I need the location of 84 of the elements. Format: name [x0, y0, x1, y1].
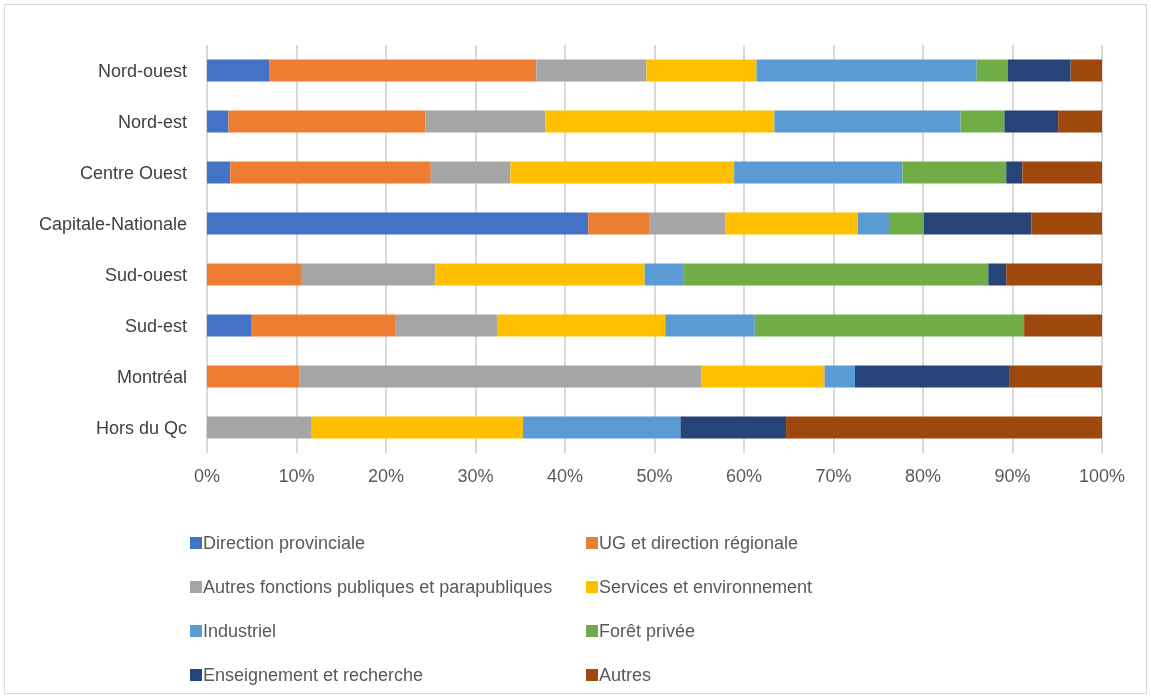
bar: [1004, 110, 1059, 133]
bar: [786, 416, 1102, 439]
bar: [701, 365, 825, 388]
bar: [435, 263, 645, 286]
x-tick-label: 100%: [1078, 466, 1126, 486]
bar: [976, 59, 1009, 82]
x-tick-label: 10%: [278, 466, 315, 486]
bar: [988, 263, 1007, 286]
bar: [207, 314, 252, 337]
bar: [923, 212, 1032, 235]
bar: [269, 59, 537, 82]
legend-label: Autres: [599, 665, 652, 685]
x-tick-label: 20%: [367, 466, 405, 486]
x-tick-label: 90%: [994, 466, 1031, 486]
bar: [857, 212, 889, 235]
x-tick-label: 70%: [815, 466, 852, 486]
bar: [644, 263, 684, 286]
bar: [1024, 314, 1102, 337]
bar: [1022, 161, 1102, 184]
bar: [960, 110, 1005, 133]
bar: [725, 212, 858, 235]
x-tick-label: 50%: [636, 466, 673, 486]
x-tick-label: 30%: [457, 466, 494, 486]
bar: [665, 314, 755, 337]
bar: [1006, 263, 1102, 286]
bar: [207, 365, 300, 388]
bar: [425, 110, 546, 133]
y-tick-label: Nord-est: [117, 111, 187, 132]
bar: [888, 212, 924, 235]
y-tick-label: Hors du Qc: [95, 417, 187, 438]
bar: [680, 416, 787, 439]
bar: [545, 110, 775, 133]
bar: [430, 161, 511, 184]
legend-label: Direction provinciale: [203, 533, 366, 553]
bar: [522, 416, 681, 439]
bar: [1031, 212, 1102, 235]
y-tick-label: Centre Ouest: [79, 162, 187, 183]
legend-label: UG et direction régionale: [599, 533, 799, 553]
bar: [207, 212, 589, 235]
bar: [251, 314, 396, 337]
bar: [824, 365, 855, 388]
bar: [1058, 110, 1102, 133]
bar: [496, 314, 666, 337]
y-tick-label: Nord-ouest: [97, 60, 187, 81]
bar: [902, 161, 1007, 184]
bar: [646, 59, 757, 82]
x-tick-label: 0%: [193, 466, 221, 486]
bar: [207, 110, 229, 133]
bar: [207, 263, 301, 286]
bar: [536, 59, 647, 82]
bar: [649, 212, 726, 235]
y-tick-label: Capitale-Nationale: [38, 213, 187, 234]
y-tick-label: Sud-est: [124, 315, 187, 336]
bar: [774, 110, 961, 133]
bar: [1009, 365, 1102, 388]
x-tick-label: 40%: [546, 466, 584, 486]
bar: [207, 416, 312, 439]
bar: [300, 263, 436, 286]
bar: [311, 416, 523, 439]
bar: [228, 110, 426, 133]
bar: [588, 212, 650, 235]
legend-label: Autres fonctions publiques et parapubliques: [203, 577, 553, 597]
legend-label: Services et environnement: [599, 577, 813, 597]
bar: [1008, 59, 1071, 82]
legend-label: Industriel: [203, 621, 277, 641]
bar: [395, 314, 497, 337]
bar: [854, 365, 1010, 388]
bar: [683, 263, 989, 286]
y-tick-label: Sud-ouest: [104, 264, 187, 285]
x-tick-label: 60%: [725, 466, 763, 486]
bar: [207, 161, 231, 184]
bar: [230, 161, 431, 184]
bar: [734, 161, 903, 184]
bar: [1070, 59, 1102, 82]
y-tick-label: Montréal: [116, 366, 187, 387]
legend-label: Forêt privée: [599, 621, 696, 641]
legend-label: Enseignement et recherche: [203, 665, 424, 685]
bar: [754, 314, 1025, 337]
bar: [207, 59, 270, 82]
x-tick-label: 80%: [904, 466, 942, 486]
bar: [510, 161, 735, 184]
bar: [299, 365, 702, 388]
bar: [756, 59, 977, 82]
bar: [1006, 161, 1023, 184]
